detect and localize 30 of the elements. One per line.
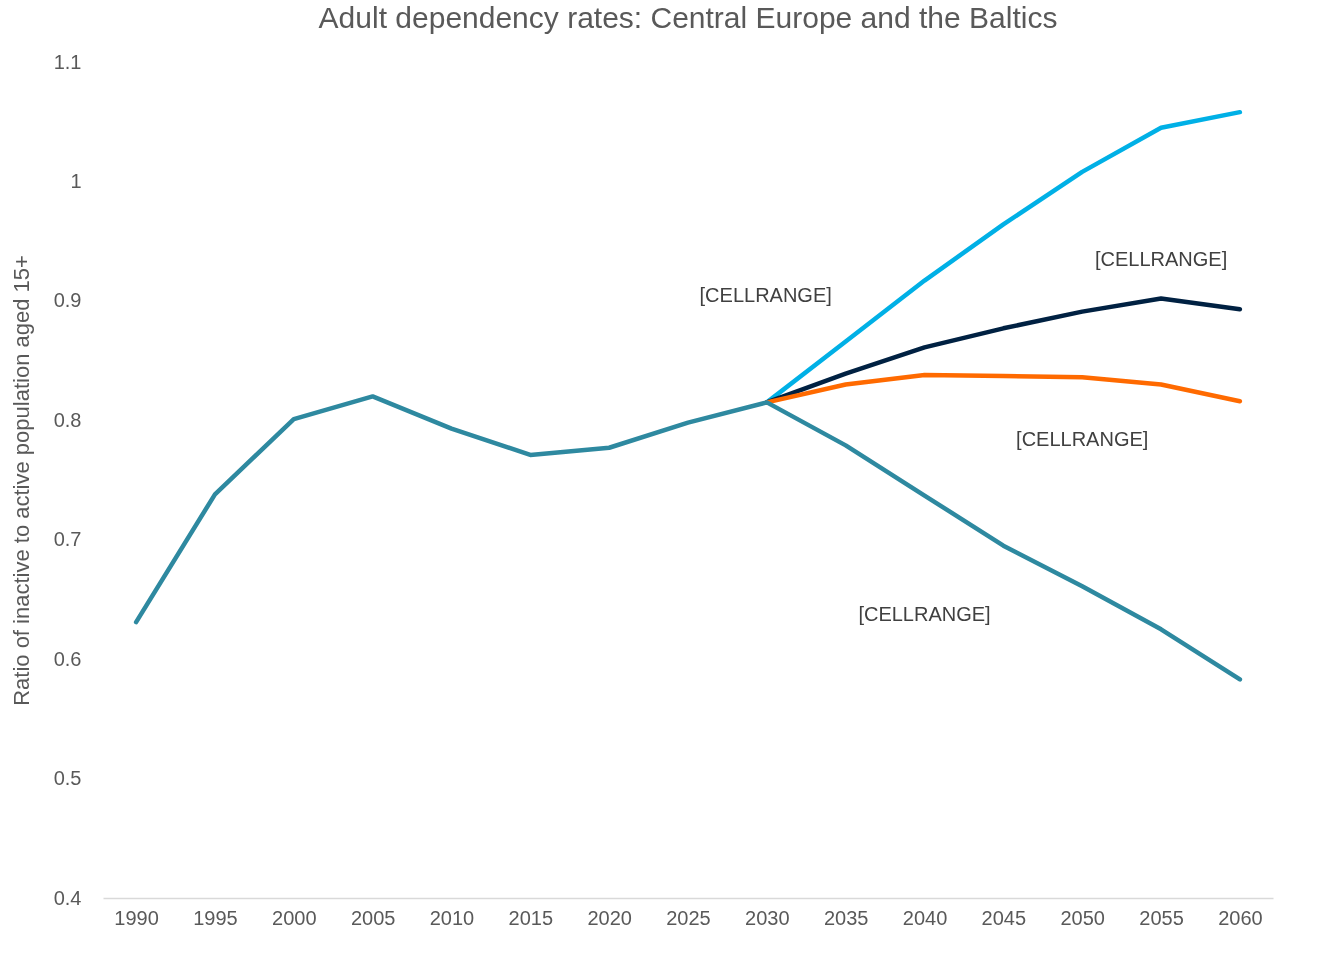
- x-tick-label: 2040: [902, 906, 948, 929]
- y-tick-label: 0.4: [53, 886, 82, 909]
- line-series: [133, 394, 1243, 682]
- x-tick-label: 2050: [1060, 906, 1105, 929]
- x-tick-label: 2000: [272, 906, 317, 929]
- chart-title: Adult dependency rates: Central Europe and the Baltics: [318, 1, 1058, 34]
- series-label: [CELLRANGE]: [1094, 248, 1228, 271]
- text: [CELLRANGE]: [858, 602, 991, 625]
- y-tick-label: 0.7: [53, 528, 82, 551]
- y-tick-label: 0.8: [53, 408, 82, 431]
- x-tick-label: 2035: [823, 906, 869, 929]
- x-tick-label: 2055: [1139, 906, 1184, 929]
- x-tick-label: 2015: [508, 906, 554, 929]
- x-tick-label: 2020: [587, 906, 632, 929]
- x-tick-label: 2045: [981, 906, 1027, 929]
- x-tick-label: 2060: [1218, 906, 1263, 929]
- x-tick-label: 1995: [193, 906, 238, 929]
- x-tick-label: 2025: [666, 906, 711, 929]
- x-tick-label: 2005: [350, 906, 396, 929]
- y-tick-label: 0.9: [53, 289, 82, 312]
- y-tick-label: 1: [70, 169, 82, 192]
- y-axis-title: Ratio of inactive to active population aged 15+: [8, 255, 34, 706]
- y-tick-label: 0.5: [53, 767, 82, 790]
- y-tick-label: 0.6: [53, 647, 82, 670]
- x-tick-label: 2030: [745, 906, 790, 929]
- series-label: [CELLRANGE]: [699, 284, 832, 307]
- x-tick-label: 1990: [114, 906, 159, 929]
- y-tick-label: 1.1: [53, 50, 82, 73]
- x-tick-label: 2010: [429, 906, 475, 929]
- text: [CELLRANGE]: [1016, 428, 1149, 451]
